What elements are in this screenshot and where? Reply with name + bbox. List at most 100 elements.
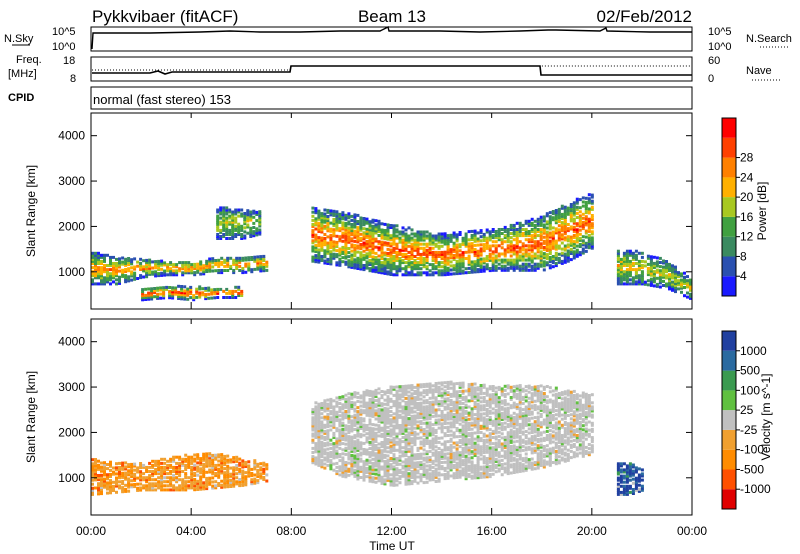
scatter-cell — [548, 219, 552, 223]
scatter-cell — [347, 408, 351, 412]
scatter-cell — [404, 435, 408, 439]
scatter-cell — [386, 468, 390, 472]
scatter-cell — [196, 264, 200, 268]
scatter-cell — [344, 469, 348, 473]
scatter-cell — [359, 425, 363, 428]
scatter-cell — [419, 397, 423, 401]
scatter-cell — [536, 221, 540, 225]
scatter-cell — [109, 468, 112, 472]
scatter-cell — [329, 244, 333, 248]
scatter-cell — [202, 272, 206, 276]
scatter-cell — [380, 449, 384, 453]
scatter-cell — [497, 262, 501, 266]
scatter-cell — [428, 232, 432, 236]
scatter-cell — [428, 411, 432, 415]
scatter-cell — [419, 452, 423, 456]
scatter-cell — [488, 232, 492, 236]
scatter-cell — [410, 429, 414, 433]
scatter-cell — [431, 443, 435, 447]
scatter-cell — [392, 473, 396, 477]
scatter-cell — [371, 251, 375, 255]
scatter-cell — [359, 457, 363, 461]
scatter-cell — [332, 468, 336, 472]
scatter-cell — [229, 485, 233, 488]
scatter-cell — [103, 253, 106, 257]
scatter-cell — [452, 435, 456, 439]
scatter-cell — [362, 464, 366, 468]
scatter-cell — [184, 267, 188, 271]
scatter-cell — [437, 261, 441, 265]
scatter-cell — [628, 274, 632, 278]
scatter-cell — [479, 263, 483, 267]
scatter-cell — [320, 428, 324, 432]
scatter-cell — [437, 418, 441, 422]
scatter-cell — [584, 245, 588, 249]
scatter-cell — [401, 232, 405, 236]
scatter-cell — [380, 394, 384, 398]
scatter-cell — [422, 248, 426, 252]
scatter-cell — [205, 454, 209, 458]
scatter-cell — [515, 240, 519, 244]
scatter-cell — [392, 393, 396, 397]
scatter-cell — [171, 292, 175, 296]
scatter-cell — [320, 463, 324, 467]
scatter-cell — [530, 236, 534, 240]
scatter-cell — [368, 402, 372, 406]
scatter-cell — [94, 262, 97, 265]
scatter-cell — [482, 245, 486, 249]
scatter-cell — [163, 465, 167, 469]
scatter-cell — [199, 266, 203, 270]
scatter-cell — [386, 458, 390, 462]
scatter-cell — [145, 486, 149, 490]
nave-trace — [92, 65, 692, 71]
scatter-cell — [181, 461, 185, 465]
scatter-cell — [407, 400, 411, 404]
scatter-cell — [223, 479, 227, 483]
scatter-cell — [518, 256, 522, 260]
scatter-cell — [416, 240, 420, 244]
scatter-cell — [572, 211, 576, 215]
scatter-cell — [521, 228, 525, 231]
scatter-cell — [231, 210, 235, 214]
scatter-cell — [383, 259, 387, 263]
scatter-cell — [527, 246, 531, 250]
scatter-cell — [193, 267, 197, 270]
scatter-cell — [365, 405, 369, 409]
scatter-cell — [530, 244, 534, 248]
scatter-cell — [671, 272, 674, 276]
scatter-cell — [374, 460, 378, 464]
scatter-cell — [419, 383, 423, 387]
scatter-cell — [380, 390, 384, 393]
scatter-cell — [446, 260, 450, 264]
scatter-cell — [353, 462, 357, 466]
scatter-cell — [386, 417, 390, 421]
scatter-cell — [637, 274, 641, 278]
scatter-cell — [494, 256, 498, 260]
scatter-cell — [109, 268, 112, 272]
scatter-cell — [205, 485, 209, 489]
scatter-cell — [452, 453, 456, 457]
scatter-cell — [419, 401, 423, 405]
scatter-cell — [256, 257, 260, 261]
scatter-cell — [190, 474, 194, 478]
scatter-cell — [127, 257, 131, 260]
scatter-cell — [265, 479, 269, 483]
scatter-cell — [677, 287, 680, 291]
scatter-cell — [199, 487, 203, 491]
nave-tick-low: 0 — [708, 73, 714, 85]
scatter-cell — [226, 468, 230, 472]
scatter-cell — [225, 233, 229, 236]
scatter-cell — [231, 228, 235, 232]
scatter-cell — [362, 217, 366, 220]
scatter-cell — [380, 416, 384, 420]
scatter-cell — [440, 450, 444, 454]
scatter-cell — [347, 216, 351, 220]
scatter-cell — [572, 207, 576, 211]
scatter-cell — [145, 480, 149, 484]
scatter-cell — [410, 265, 414, 269]
scatter-cell — [234, 233, 238, 236]
scatter-cell — [362, 470, 366, 474]
scatter-cell — [398, 481, 402, 485]
scatter-cell — [572, 240, 576, 244]
scatter-cell — [252, 226, 256, 229]
